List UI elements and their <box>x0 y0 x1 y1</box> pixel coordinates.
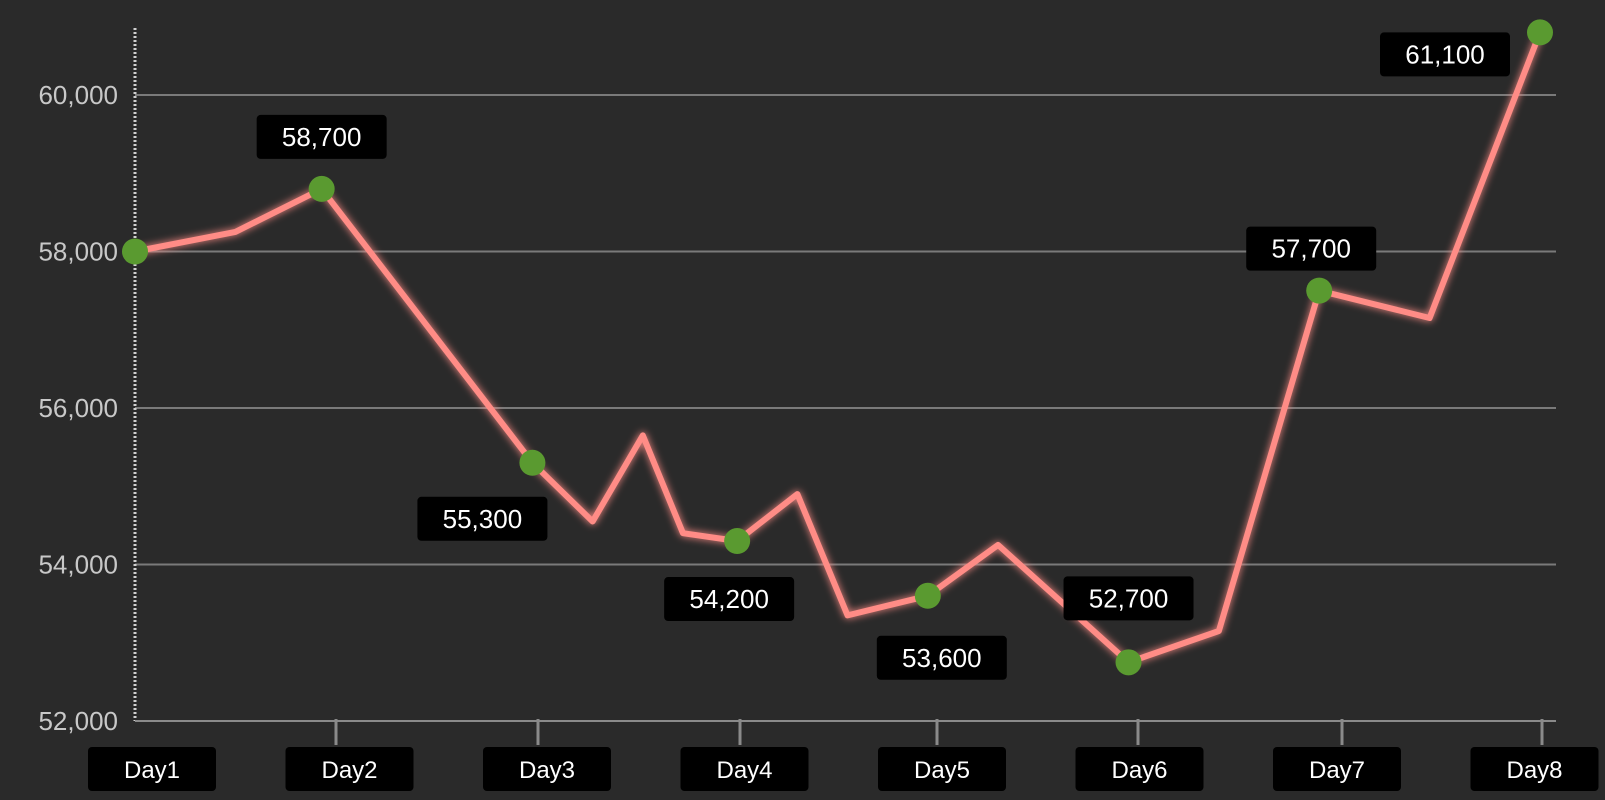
data-point-marker <box>914 582 941 609</box>
data-label-box <box>1380 32 1510 77</box>
data-point-marker <box>308 175 335 202</box>
y-tick-label: 58,000 <box>38 237 118 267</box>
data-label: 57,700 <box>1271 234 1351 264</box>
x-tick-label-box <box>285 747 414 791</box>
data-point-marker <box>1115 649 1142 676</box>
data-label-box <box>1246 226 1377 271</box>
data-label: 61,100 <box>1405 39 1485 69</box>
data-point-marker <box>122 238 148 265</box>
markers-layer <box>122 19 1553 676</box>
x-axis: Day1 Day2 Day3 Day4 Day5 Day6 Day7 Day8 <box>88 719 1599 791</box>
series-layer <box>132 29 1543 666</box>
x-tick-label-box <box>1273 747 1401 791</box>
grid-lines <box>135 94 1556 722</box>
data-label-box <box>664 577 795 622</box>
x-tick-label: Day7 <box>1309 757 1365 784</box>
data-label-box <box>1063 576 1194 621</box>
x-tick-label-box <box>483 747 611 791</box>
x-tick-label: Day8 <box>1506 757 1562 784</box>
series-line <box>132 29 1543 666</box>
y-tick-label: 54,000 <box>38 550 118 580</box>
x-tick-label: Day4 <box>716 757 772 784</box>
data-label: 52,700 <box>1089 583 1169 613</box>
data-label-box <box>256 114 387 159</box>
data-point-marker <box>724 528 751 555</box>
x-tick-label-box <box>88 747 216 791</box>
y-axis: 52,000 54,000 56,000 58,000 60,000 <box>38 28 137 736</box>
x-tick-label: Day5 <box>914 757 970 784</box>
x-tick-label-box <box>680 747 809 791</box>
data-label: 55,300 <box>443 504 523 534</box>
x-tick-label: Day2 <box>321 757 377 784</box>
y-tick-label: 60,000 <box>38 80 118 110</box>
data-label: 54,200 <box>689 584 769 614</box>
data-point-marker <box>1527 19 1553 46</box>
x-tick-label-box <box>1470 747 1599 791</box>
data-label-box <box>417 496 548 541</box>
x-tick-label-box <box>1075 747 1204 791</box>
x-tick-label: Day1 <box>124 757 180 784</box>
x-tick-label: Day6 <box>1111 757 1167 784</box>
data-point-marker <box>519 449 546 476</box>
data-label: 53,600 <box>902 643 982 673</box>
data-labels-layer: 58,700 55,300 54,200 53,600 52,700 57,700 61,1… <box>256 32 1510 680</box>
data-label-box <box>876 635 1007 680</box>
data-label: 58,700 <box>282 122 362 152</box>
y-tick-label: 52,000 <box>38 706 118 736</box>
y-tick-label: 56,000 <box>38 393 118 423</box>
x-tick-label-box <box>878 747 1006 791</box>
data-point-marker <box>1306 277 1333 304</box>
x-tick-label: Day3 <box>519 757 575 784</box>
